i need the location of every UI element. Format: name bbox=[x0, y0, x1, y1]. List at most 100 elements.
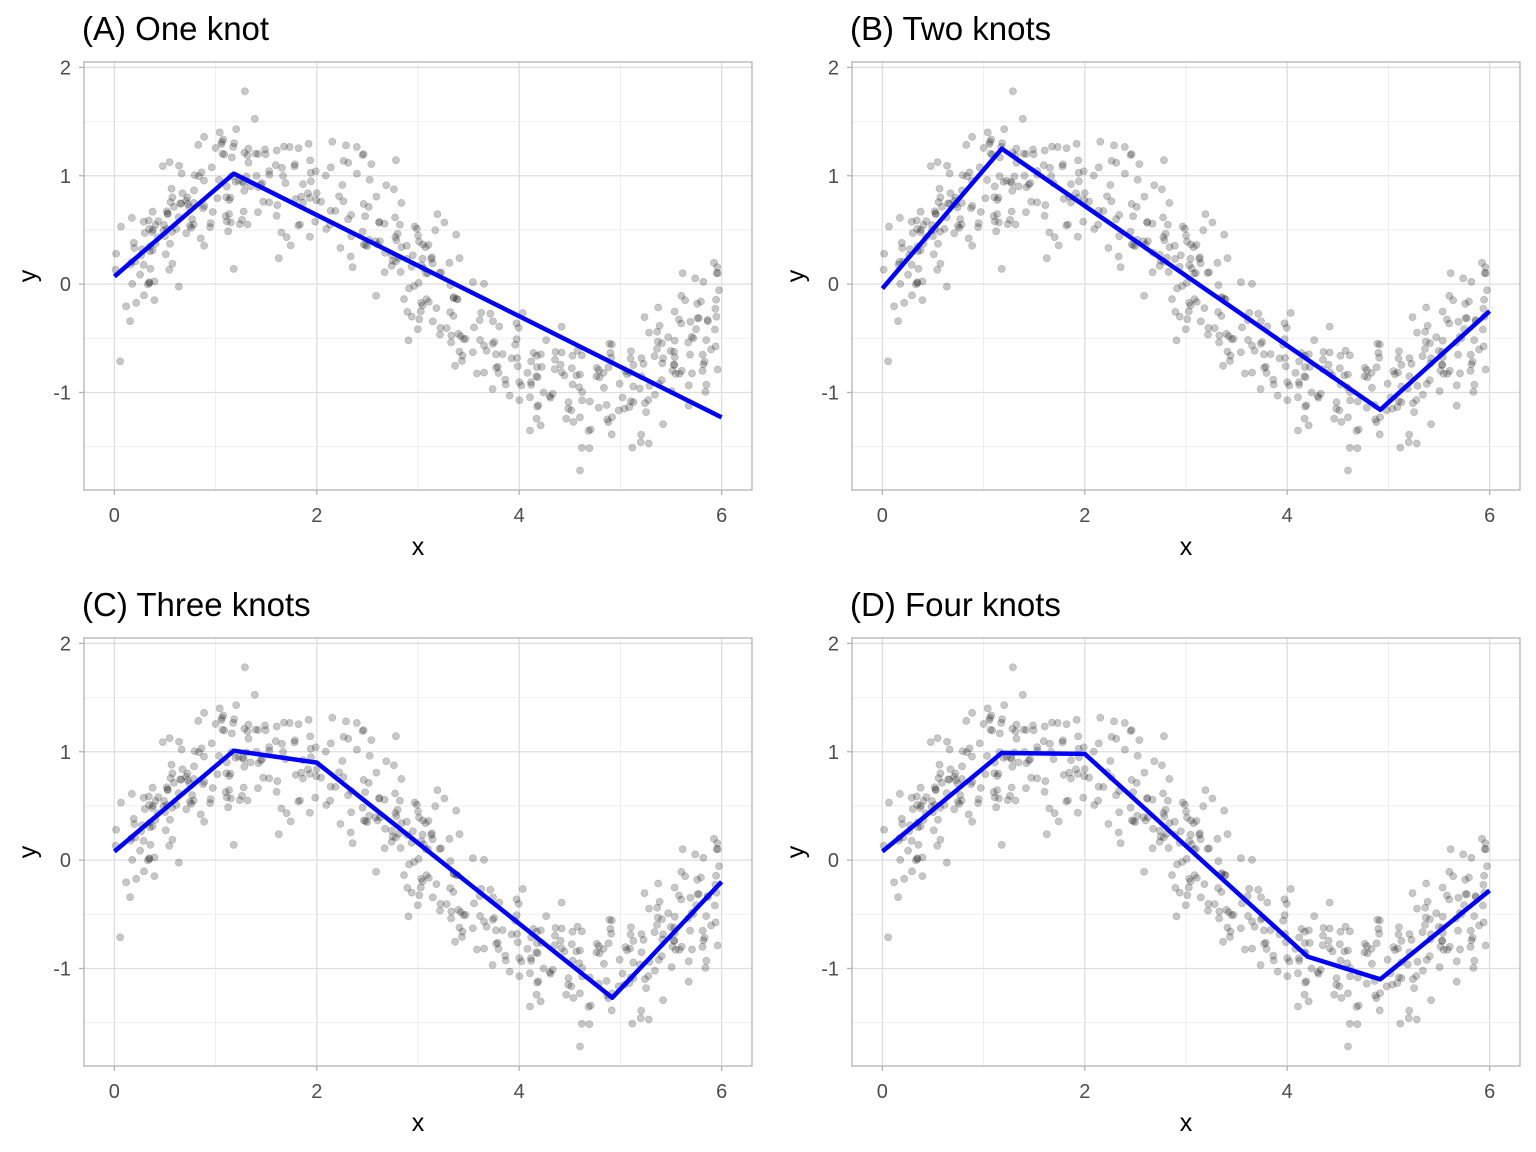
scatter-point bbox=[1480, 269, 1489, 277]
scatter-point bbox=[988, 726, 997, 735]
scatter-point bbox=[1250, 922, 1259, 931]
scatter-point bbox=[218, 137, 226, 146]
scatter-point bbox=[1187, 240, 1195, 249]
scatter-point bbox=[306, 156, 315, 165]
scatter-point bbox=[1361, 940, 1369, 948]
scatter-point bbox=[1220, 230, 1229, 239]
scatter-point bbox=[908, 805, 917, 813]
scatter-point bbox=[226, 794, 235, 803]
scatter-point bbox=[1080, 772, 1089, 781]
scatter-point bbox=[713, 269, 722, 278]
scatter-point bbox=[395, 796, 404, 805]
scatter-point bbox=[713, 263, 722, 272]
scatter-point bbox=[557, 924, 566, 933]
scatter-point bbox=[1391, 370, 1399, 379]
scatter-point bbox=[585, 444, 594, 453]
scatter-point bbox=[1248, 279, 1256, 288]
scatter-point bbox=[1227, 335, 1236, 344]
scatter-point bbox=[168, 193, 177, 202]
scatter-point bbox=[1090, 801, 1099, 809]
scatter-point bbox=[681, 872, 689, 881]
scatter-point bbox=[677, 291, 686, 300]
scatter-point bbox=[946, 189, 955, 198]
scatter-point bbox=[136, 846, 144, 855]
scatter-point bbox=[962, 717, 971, 725]
scatter-point bbox=[532, 948, 541, 957]
scatter-point bbox=[1335, 982, 1344, 991]
scatter-point bbox=[1165, 819, 1174, 827]
scatter-point bbox=[1363, 949, 1372, 958]
scatter-point bbox=[221, 212, 230, 220]
scatter-point bbox=[1421, 344, 1429, 353]
scatter-point bbox=[707, 345, 715, 354]
scatter-point bbox=[418, 877, 427, 886]
scatter-point bbox=[1438, 336, 1447, 345]
scatter-point bbox=[306, 177, 315, 186]
scatter-point bbox=[702, 912, 711, 920]
scatter-point bbox=[200, 132, 208, 141]
scatter-point bbox=[938, 202, 946, 211]
scatter-point bbox=[165, 734, 174, 742]
scatter-point bbox=[402, 817, 411, 826]
scatter-point bbox=[182, 229, 191, 238]
scatter-point bbox=[197, 744, 206, 753]
scatter-point bbox=[880, 249, 888, 258]
scatter-point bbox=[182, 805, 191, 814]
scatter-point bbox=[670, 353, 679, 362]
scatter-point bbox=[151, 221, 160, 229]
scatter-point bbox=[1183, 813, 1191, 822]
scatter-point bbox=[397, 819, 406, 827]
scatter-point bbox=[1186, 877, 1195, 886]
scatter-point bbox=[512, 319, 521, 328]
scatter-point bbox=[162, 207, 171, 216]
scatter-point bbox=[1418, 352, 1427, 361]
scatter-point bbox=[1245, 308, 1254, 317]
scatter-point bbox=[168, 769, 177, 778]
scatter-point bbox=[1283, 972, 1292, 981]
scatter-point bbox=[1223, 254, 1232, 263]
scatter-point bbox=[567, 364, 576, 373]
scatter-point bbox=[1330, 414, 1339, 423]
scatter-point bbox=[440, 218, 449, 227]
scatter-point bbox=[1187, 816, 1195, 825]
panel-title: (D) Four knots bbox=[850, 586, 1061, 623]
scatter-point bbox=[421, 819, 430, 827]
scatter-point bbox=[176, 199, 185, 208]
scatter-point bbox=[1443, 315, 1451, 324]
scatter-point bbox=[359, 776, 368, 784]
scatter-point bbox=[1000, 125, 1009, 134]
scatter-point bbox=[651, 966, 659, 975]
scatter-point bbox=[1020, 171, 1029, 180]
scatter-point bbox=[1374, 925, 1383, 933]
scatter-point bbox=[145, 855, 154, 863]
scatter-point bbox=[1294, 969, 1302, 978]
x-tick-label: 2 bbox=[1079, 505, 1090, 527]
scatter-point bbox=[653, 327, 662, 336]
y-tick-label: -1 bbox=[821, 958, 839, 980]
scatter-point bbox=[1410, 984, 1418, 992]
scatter-point bbox=[958, 762, 966, 771]
scatter-point bbox=[1195, 831, 1204, 839]
scatter-point bbox=[116, 933, 124, 942]
scatter-point bbox=[1368, 383, 1376, 392]
fit-line-fit bbox=[880, 750, 1492, 982]
scatter-point bbox=[1046, 740, 1054, 748]
scatter-point bbox=[1041, 201, 1050, 209]
scatter-point bbox=[1374, 348, 1383, 357]
scatter-point bbox=[1067, 774, 1075, 783]
scatter-point bbox=[1478, 258, 1486, 267]
scatter-point bbox=[584, 1003, 593, 1011]
scatter-point bbox=[933, 158, 942, 166]
scatter-point bbox=[986, 137, 994, 146]
scatter-point bbox=[592, 948, 601, 957]
scatter-point bbox=[440, 794, 449, 803]
scatter-point bbox=[165, 158, 174, 166]
scatter-point bbox=[1439, 369, 1448, 378]
scatter-point bbox=[335, 192, 343, 201]
scatter-point bbox=[1094, 163, 1103, 172]
scatter-point bbox=[501, 956, 510, 965]
scatter-point bbox=[373, 816, 382, 825]
scatter-point bbox=[1281, 354, 1289, 362]
scatter-point bbox=[1190, 295, 1199, 304]
scatter-point bbox=[1409, 399, 1417, 407]
